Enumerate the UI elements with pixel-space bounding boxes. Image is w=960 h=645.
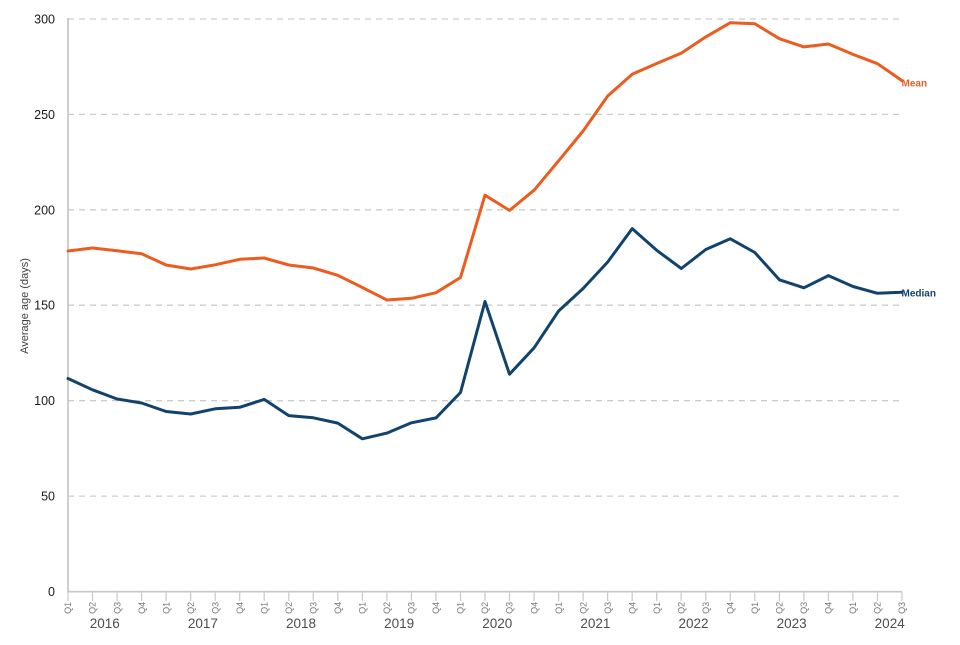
svg-text:Q3: Q3 xyxy=(897,602,907,614)
svg-text:Q1: Q1 xyxy=(161,602,171,614)
svg-text:2024: 2024 xyxy=(875,616,906,631)
svg-text:Mean: Mean xyxy=(902,78,928,89)
svg-text:150: 150 xyxy=(34,299,55,313)
svg-text:Q3: Q3 xyxy=(603,602,613,614)
svg-text:Q1: Q1 xyxy=(848,602,858,614)
svg-text:Q1: Q1 xyxy=(63,602,73,614)
svg-text:Q4: Q4 xyxy=(235,602,245,614)
svg-text:Average age (days): Average age (days) xyxy=(19,258,31,354)
svg-text:Q4: Q4 xyxy=(726,602,736,614)
svg-text:2019: 2019 xyxy=(384,616,414,631)
svg-text:Q2: Q2 xyxy=(88,602,98,614)
svg-text:Q2: Q2 xyxy=(775,602,785,614)
svg-text:Q2: Q2 xyxy=(186,602,196,614)
svg-text:Q4: Q4 xyxy=(431,602,441,614)
svg-text:Q1: Q1 xyxy=(554,602,564,614)
svg-text:Q1: Q1 xyxy=(456,602,466,614)
svg-text:2021: 2021 xyxy=(580,616,610,631)
svg-text:Q4: Q4 xyxy=(627,602,637,614)
svg-text:100: 100 xyxy=(34,394,55,408)
svg-text:Q3: Q3 xyxy=(309,602,319,614)
svg-text:Q2: Q2 xyxy=(873,602,883,614)
svg-text:Q4: Q4 xyxy=(529,602,539,614)
svg-text:2016: 2016 xyxy=(90,616,120,631)
svg-text:Q4: Q4 xyxy=(137,602,147,614)
svg-text:Q2: Q2 xyxy=(480,602,490,614)
svg-text:Q2: Q2 xyxy=(382,602,392,614)
svg-text:300: 300 xyxy=(34,13,55,27)
svg-text:Q3: Q3 xyxy=(407,602,417,614)
svg-text:Q4: Q4 xyxy=(333,602,343,614)
svg-text:2017: 2017 xyxy=(188,616,218,631)
svg-text:Q2: Q2 xyxy=(578,602,588,614)
svg-text:0: 0 xyxy=(48,585,55,599)
svg-text:250: 250 xyxy=(34,108,55,122)
svg-text:Q2: Q2 xyxy=(676,602,686,614)
svg-text:Q3: Q3 xyxy=(112,602,122,614)
svg-text:Q1: Q1 xyxy=(358,602,368,614)
svg-text:2020: 2020 xyxy=(482,616,512,631)
svg-text:Q3: Q3 xyxy=(505,602,515,614)
svg-text:Q1: Q1 xyxy=(652,602,662,614)
svg-text:2023: 2023 xyxy=(777,616,807,631)
svg-text:Median: Median xyxy=(902,289,936,300)
svg-text:Q4: Q4 xyxy=(824,602,834,614)
svg-text:Q3: Q3 xyxy=(701,602,711,614)
svg-text:Q2: Q2 xyxy=(284,602,294,614)
svg-text:Q1: Q1 xyxy=(750,602,760,614)
svg-text:200: 200 xyxy=(34,203,55,217)
svg-text:50: 50 xyxy=(41,490,55,504)
svg-text:Q3: Q3 xyxy=(799,602,809,614)
svg-text:Q3: Q3 xyxy=(210,602,220,614)
svg-text:2018: 2018 xyxy=(286,616,316,631)
svg-text:2022: 2022 xyxy=(678,616,708,631)
svg-text:Q1: Q1 xyxy=(259,602,269,614)
